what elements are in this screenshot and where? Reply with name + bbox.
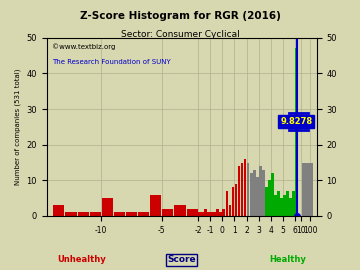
Bar [216, 209, 219, 216]
Bar [222, 209, 225, 216]
Bar [247, 163, 249, 216]
Bar [262, 170, 265, 216]
Bar [204, 209, 207, 216]
Bar [292, 191, 295, 216]
Bar [207, 212, 210, 216]
Bar [271, 173, 274, 216]
Bar [280, 198, 283, 216]
Bar [235, 184, 237, 216]
Bar [265, 187, 267, 216]
Text: Score: Score [167, 255, 196, 264]
Bar [283, 195, 286, 216]
Bar [259, 166, 262, 216]
Bar [198, 212, 201, 216]
Bar [213, 212, 216, 216]
Bar [250, 173, 252, 216]
Bar [186, 209, 198, 216]
Y-axis label: Number of companies (531 total): Number of companies (531 total) [14, 69, 21, 185]
Bar [274, 195, 277, 216]
Bar [162, 209, 174, 216]
Bar [268, 180, 271, 216]
Bar [231, 187, 234, 216]
Bar [286, 191, 289, 216]
Bar [253, 170, 256, 216]
Text: Z-Score Histogram for RGR (2016): Z-Score Histogram for RGR (2016) [80, 11, 280, 21]
Text: Unhealthy: Unhealthy [58, 255, 106, 264]
Text: Healthy: Healthy [269, 255, 306, 264]
Bar [201, 212, 204, 216]
Bar [114, 212, 125, 216]
Bar [225, 191, 228, 216]
Text: ©www.textbiz.org: ©www.textbiz.org [52, 43, 116, 50]
Bar [240, 163, 243, 216]
Bar [295, 49, 298, 216]
Bar [238, 166, 240, 216]
Bar [90, 212, 101, 216]
Bar [302, 163, 313, 216]
Bar [277, 191, 280, 216]
Bar [126, 212, 137, 216]
Bar [53, 205, 64, 216]
Bar [229, 205, 231, 216]
Bar [66, 212, 77, 216]
Bar [256, 177, 258, 216]
Bar [210, 212, 213, 216]
Bar [289, 198, 292, 216]
Bar [77, 212, 89, 216]
Text: 9.8278: 9.8278 [280, 117, 312, 126]
Bar [244, 159, 247, 216]
Bar [174, 205, 185, 216]
Bar [220, 212, 222, 216]
Bar [102, 198, 113, 216]
Text: Sector: Consumer Cyclical: Sector: Consumer Cyclical [121, 30, 239, 39]
Bar [138, 212, 149, 216]
Text: The Research Foundation of SUNY: The Research Foundation of SUNY [52, 59, 171, 65]
Bar [150, 195, 161, 216]
